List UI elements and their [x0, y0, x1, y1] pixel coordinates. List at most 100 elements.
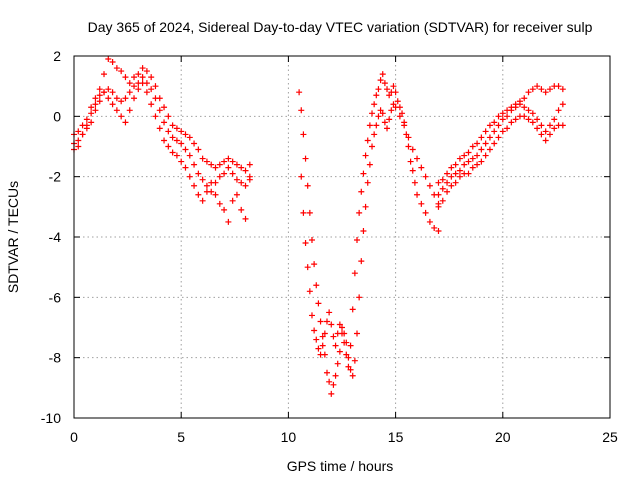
data-point [414, 191, 421, 198]
data-point [461, 161, 468, 168]
y-tick-label: -6 [49, 289, 62, 305]
data-point [482, 152, 489, 159]
data-point [317, 318, 324, 325]
data-point [92, 107, 99, 114]
data-point [360, 170, 367, 177]
data-point [328, 321, 335, 328]
data-point [113, 65, 120, 72]
data-point [347, 342, 354, 349]
data-point [504, 107, 511, 114]
data-point [538, 86, 545, 93]
y-tick-label: -2 [49, 169, 62, 185]
data-point [317, 351, 324, 358]
data-point [407, 158, 414, 165]
data-point [330, 381, 337, 388]
x-tick-label: 20 [495, 429, 511, 445]
data-point [469, 155, 476, 162]
data-point [504, 113, 511, 120]
data-point [508, 104, 515, 111]
data-point [300, 131, 307, 138]
data-point [448, 173, 455, 180]
data-point [358, 188, 365, 195]
y-tick-labels: -10 -8 -6 -4 -2 0 2 [41, 48, 61, 426]
data-point [118, 113, 125, 120]
data-point [495, 134, 502, 141]
data-point [229, 158, 236, 165]
data-point [135, 86, 142, 93]
data-point [109, 59, 116, 66]
data-point [364, 137, 371, 144]
data-point [88, 110, 95, 117]
data-point [384, 125, 391, 132]
data-point [203, 182, 210, 189]
data-point [326, 378, 333, 385]
y-tick-label: 2 [53, 48, 61, 64]
data-point [139, 74, 146, 81]
data-point [233, 191, 240, 198]
data-point [216, 173, 223, 180]
data-point [399, 110, 406, 117]
data-point [212, 164, 219, 171]
data-point [315, 345, 322, 352]
x-tick-label: 25 [602, 429, 618, 445]
data-point [169, 122, 176, 129]
data-point [319, 333, 326, 340]
data-point [559, 86, 566, 93]
data-point [347, 366, 354, 373]
data-point [242, 167, 249, 174]
data-point [225, 218, 232, 225]
data-point [411, 179, 418, 186]
data-point [369, 110, 376, 117]
y-tick-label: -8 [49, 350, 62, 366]
data-point [377, 107, 384, 114]
data-point [474, 161, 481, 168]
y-tick-label: -10 [41, 410, 61, 426]
data-point [435, 203, 442, 210]
data-point [478, 146, 485, 153]
data-point [401, 122, 408, 129]
data-point [212, 191, 219, 198]
data-point [238, 206, 245, 213]
data-point [122, 74, 129, 81]
data-point [156, 107, 163, 114]
data-point [152, 113, 159, 120]
data-point [233, 161, 240, 168]
data-point [379, 71, 386, 78]
data-point [546, 131, 553, 138]
data-point [551, 116, 558, 123]
data-point [75, 137, 82, 144]
data-point [311, 261, 318, 268]
data-point [92, 95, 99, 102]
data-point [381, 80, 388, 87]
data-point [495, 122, 502, 129]
data-point [461, 152, 468, 159]
data-point [542, 89, 549, 96]
data-point [109, 101, 116, 108]
data-point [516, 101, 523, 108]
data-point [131, 83, 138, 90]
data-point [356, 294, 363, 301]
data-point [161, 104, 168, 111]
data-point [456, 173, 463, 180]
data-point [386, 92, 393, 99]
data-point [478, 134, 485, 141]
data-point [195, 146, 202, 153]
data-point [465, 158, 472, 165]
data-point [546, 86, 553, 93]
data-point [388, 107, 395, 114]
data-point [298, 173, 305, 180]
axis-ticks [73, 55, 611, 419]
data-point [229, 197, 236, 204]
data-point [165, 143, 172, 150]
data-point [298, 107, 305, 114]
data-point [300, 209, 307, 216]
data-point [386, 116, 393, 123]
data-point [199, 155, 206, 162]
data-point [126, 89, 133, 96]
data-point [418, 200, 425, 207]
data-point [371, 131, 378, 138]
data-point [495, 113, 502, 120]
data-point [360, 227, 367, 234]
data-point [336, 348, 343, 355]
